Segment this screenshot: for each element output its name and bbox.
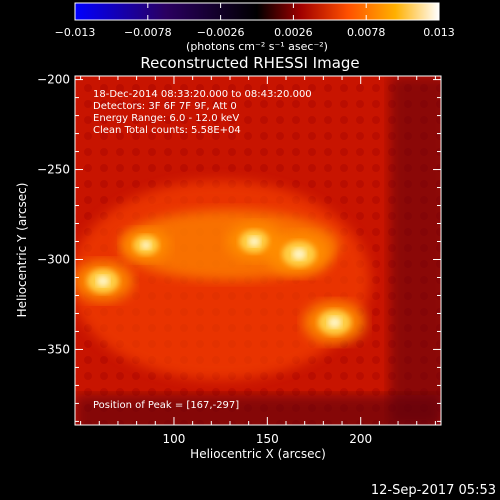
source-peak [140, 240, 152, 250]
footer-timestamp: 12-Sep-2017 05:53 [371, 483, 496, 498]
colorbar-tick-label: −0.0026 [197, 26, 245, 39]
source-peak [292, 248, 307, 261]
source-peak [96, 275, 110, 287]
y-tick-label: −300 [37, 252, 70, 266]
colorbar-gradient [75, 3, 439, 20]
colorbar-tick-label: −0.0078 [124, 26, 172, 39]
x-axis-label: Heliocentric X (arcsec) [190, 447, 326, 461]
dark-region-right [390, 76, 441, 425]
colorbar-tick-label: 0.013 [423, 26, 455, 39]
plot-area: 100 150 200 −200 −250 −300 −350 18-Dec-2014 0… [37, 73, 442, 446]
plot-frame [74, 75, 442, 426]
sources-layer [75, 222, 366, 344]
annotation-clean-counts: Clean Total counts: 5.58E+04 [93, 125, 241, 136]
x-tick-label: 100 [163, 432, 186, 446]
y-axis-label: Heliocentric Y (arcsec) [15, 183, 29, 318]
annotation-energy-range: Energy Range: 6.0 - 12.0 keV [93, 113, 239, 124]
annotation-peak-position: Position of Peak = [167,-297] [93, 400, 239, 411]
colorbar-tick-label: 0.0078 [347, 26, 386, 39]
source-peak [248, 236, 261, 247]
y-tick-label: −250 [37, 163, 70, 177]
source-peak [327, 316, 342, 329]
chart-title: Reconstructed RHESSI Image [140, 54, 359, 72]
x-tick-label: 200 [349, 432, 372, 446]
annotations: 18-Dec-2014 08:33:20.000 to 08:43:20.000… [93, 89, 312, 411]
colorbar-tick-label: 0.0026 [274, 26, 313, 39]
x-axis-ticks: 100 150 200 [80, 76, 436, 446]
colorbar-ticks: −0.013 −0.0078 −0.0026 0.0026 0.0078 0.013 [55, 3, 455, 39]
y-tick-label: −350 [37, 342, 70, 356]
annotation-time-range: 18-Dec-2014 08:33:20.000 to 08:43:20.000 [93, 89, 312, 100]
x-tick-label: 150 [256, 432, 279, 446]
dark-region-bottom [75, 395, 441, 425]
colorbar-label: (photons cm⁻² s⁻¹ asec⁻²) [186, 40, 328, 53]
annotation-detectors: Detectors: 3F 6F 7F 9F, Att 0 [93, 101, 237, 112]
colorbar-tick-label: −0.013 [55, 26, 96, 39]
colorbar: −0.013 −0.0078 −0.0026 0.0026 0.0078 0.013 (p… [55, 2, 455, 53]
y-axis-ticks: −200 −250 −300 −350 [37, 73, 441, 422]
y-tick-label: −200 [37, 73, 70, 87]
